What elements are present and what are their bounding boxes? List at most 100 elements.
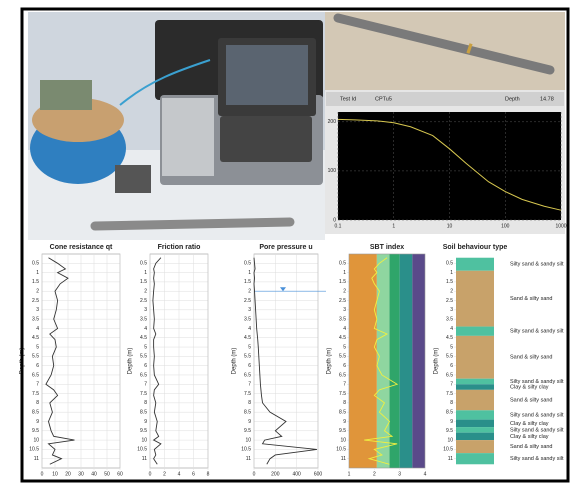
y-tick-label: 6 xyxy=(36,363,39,369)
chart-title: Pore pressure u xyxy=(259,244,312,251)
y-tick-label: 10.5 xyxy=(336,447,346,453)
y-tick-label: 1 xyxy=(450,270,453,276)
soil-label: Silty sand & sandy silt xyxy=(510,456,564,462)
y-tick-label: 5.5 xyxy=(32,354,39,360)
y-tick-label: 5 xyxy=(248,344,251,350)
x-tick-label: 2 xyxy=(163,471,166,477)
soil-layer xyxy=(456,433,494,440)
x-tick-label: 10 xyxy=(52,471,58,477)
y-tick-label: 6.5 xyxy=(32,372,39,378)
y-tick-label: 6.5 xyxy=(140,372,147,378)
y-tick-label: 5.5 xyxy=(446,354,453,360)
y-tick-label: 0.5 xyxy=(244,261,251,267)
soil-label: Silty sand & sandy silt xyxy=(510,412,564,418)
soil-label: Clay & silty clay xyxy=(510,421,549,427)
x-tick-label: 50 xyxy=(104,471,110,477)
y-tick-label: 7 xyxy=(248,382,251,388)
x-tick-label: 2 xyxy=(373,471,376,477)
y-tick-label: 4 xyxy=(36,326,39,332)
x-tick-label: 6 xyxy=(192,471,195,477)
x-tick-label: 20 xyxy=(65,471,71,477)
y-tick-label: 200 xyxy=(328,119,337,125)
y-tick-label: 11 xyxy=(448,456,453,462)
y-tick-label: 0.5 xyxy=(140,261,147,267)
y-tick-label: 7 xyxy=(450,382,453,388)
x-tick-label: 100 xyxy=(501,223,510,229)
y-tick-label: 9.5 xyxy=(244,428,251,434)
x-tick-label: 1 xyxy=(392,223,395,229)
soil-layer xyxy=(456,327,494,336)
y-tick-label: 3 xyxy=(144,307,147,313)
y-tick-label: 10 xyxy=(340,437,346,443)
soil-layer xyxy=(456,384,494,390)
x-tick-label: 0.1 xyxy=(335,223,342,229)
y-tick-label: 4 xyxy=(343,326,346,332)
y-axis-label: Depth (m) xyxy=(434,348,440,375)
sbt-zone xyxy=(349,254,377,468)
x-tick-label: 10 xyxy=(447,223,453,229)
soil-label: Sand & silty sand xyxy=(510,444,553,450)
y-tick-label: 11 xyxy=(34,456,39,462)
x-tick-label: 60 xyxy=(117,471,123,477)
y-tick-label: 8.5 xyxy=(244,410,251,416)
y-tick-label: 7 xyxy=(144,382,147,388)
y-tick-label: 10.5 xyxy=(29,447,39,453)
y-tick-label: 4.5 xyxy=(244,335,251,341)
soil-label: Clay & silty clay xyxy=(510,434,549,440)
y-tick-label: 3.5 xyxy=(244,316,251,322)
sbt-zone xyxy=(412,254,425,468)
y-tick-label: 2.5 xyxy=(140,298,147,304)
y-tick-label: 9 xyxy=(248,419,251,425)
y-tick-label: 3 xyxy=(343,307,346,313)
y-tick-label: 0.5 xyxy=(446,261,453,267)
x-tick-label: 0 xyxy=(41,471,44,477)
x-tick-label: 1000 xyxy=(555,223,566,229)
screen-header xyxy=(326,92,564,106)
y-tick-label: 8.5 xyxy=(140,410,147,416)
y-axis-label: Depth (m) xyxy=(232,348,238,375)
y-tick-label: 5.5 xyxy=(244,354,251,360)
y-tick-label: 2.5 xyxy=(339,298,346,304)
y-tick-label: 1 xyxy=(36,270,39,276)
y-tick-label: 8.5 xyxy=(446,410,453,416)
y-tick-label: 7.5 xyxy=(339,391,346,397)
y-tick-label: 9 xyxy=(343,419,346,425)
y-tick-label: 1.5 xyxy=(446,279,453,285)
x-tick-label: 3 xyxy=(398,471,401,477)
y-tick-label: 10.5 xyxy=(137,447,147,453)
x-tick-label: 4 xyxy=(424,471,427,477)
y-tick-label: 6 xyxy=(450,363,453,369)
soil-label: Sand & silty sand xyxy=(510,398,553,404)
y-tick-label: 8.5 xyxy=(32,410,39,416)
y-tick-label: 10 xyxy=(447,437,453,443)
laptop-screen xyxy=(226,45,308,105)
composite-figure: Test IdCPTu5Depth14.780.1110100100001002… xyxy=(0,0,574,486)
x-tick-label: 200 xyxy=(271,471,280,477)
y-tick-label: 8 xyxy=(343,400,346,406)
equipment-photo xyxy=(28,12,325,240)
y-tick-label: 9.5 xyxy=(32,428,39,434)
chart-title: Friction ratio xyxy=(158,244,201,251)
y-tick-label: 5 xyxy=(343,344,346,350)
y-tick-label: 9.5 xyxy=(446,428,453,434)
y-tick-label: 2.5 xyxy=(32,298,39,304)
y-tick-label: 8 xyxy=(144,400,147,406)
x-tick-label: 8 xyxy=(207,471,210,477)
y-tick-label: 3 xyxy=(248,307,251,313)
x-tick-label: 30 xyxy=(78,471,84,477)
y-tick-label: 1.5 xyxy=(339,279,346,285)
soil-label: Silty sand & sandy silt xyxy=(510,262,564,268)
y-tick-label: 4 xyxy=(450,326,453,332)
y-tick-label: 11 xyxy=(246,456,251,462)
y-axis-label: Depth (m) xyxy=(327,348,333,375)
y-tick-label: 7.5 xyxy=(140,391,147,397)
y-tick-label: 2 xyxy=(343,289,346,295)
y-tick-label: 1.5 xyxy=(140,279,147,285)
y-tick-label: 4 xyxy=(248,326,251,332)
soil-layer xyxy=(456,390,494,410)
x-tick-label: 0 xyxy=(149,471,152,477)
x-tick-label: 0 xyxy=(253,471,256,477)
y-tick-label: 4.5 xyxy=(140,335,147,341)
cone-rod xyxy=(95,222,290,226)
y-tick-label: 0.5 xyxy=(339,261,346,267)
